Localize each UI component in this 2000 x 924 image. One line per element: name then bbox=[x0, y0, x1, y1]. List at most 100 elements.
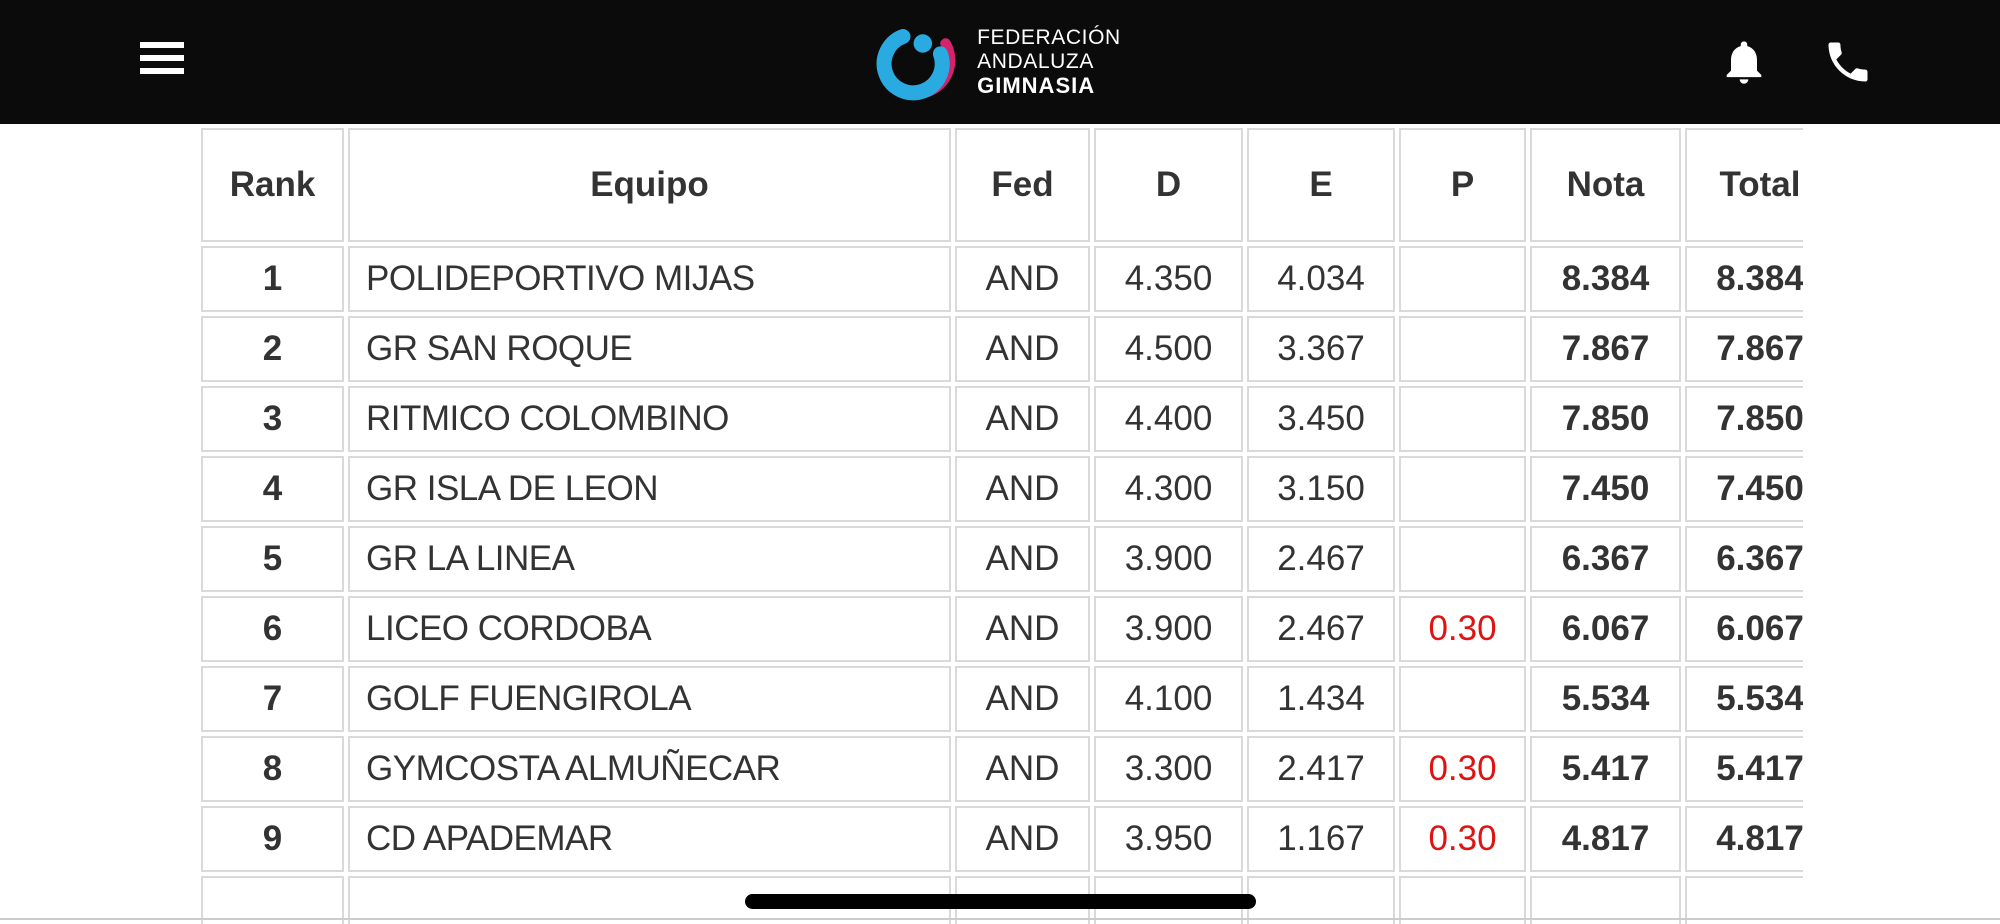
cell-e-score bbox=[1247, 876, 1395, 924]
cell-penalty bbox=[1399, 386, 1526, 452]
cell-fed: AND bbox=[955, 386, 1090, 452]
logo-line-federacion: FEDERACIÓN bbox=[977, 26, 1121, 49]
cell-nota: 7.850 bbox=[1530, 386, 1681, 452]
column-header-nota: Nota bbox=[1530, 128, 1681, 242]
cell-rank: 9 bbox=[201, 806, 344, 872]
cell-rank: 4 bbox=[201, 456, 344, 522]
cell-rank: 5 bbox=[201, 526, 344, 592]
bottom-divider bbox=[0, 918, 2000, 920]
cell-d-score: 3.900 bbox=[1094, 596, 1243, 662]
cell-total: 4.817 bbox=[1685, 806, 1803, 872]
cell-fed: AND bbox=[955, 596, 1090, 662]
cell-nota: 4.817 bbox=[1530, 806, 1681, 872]
cell-e-score: 3.367 bbox=[1247, 316, 1395, 382]
hamburger-menu-icon[interactable] bbox=[140, 42, 186, 82]
cell-fed: AND bbox=[955, 526, 1090, 592]
cell-rank: 2 bbox=[201, 316, 344, 382]
column-header-fed: Fed bbox=[955, 128, 1090, 242]
cell-equipo: GOLF FUENGIROLA bbox=[348, 666, 951, 732]
cell-d-score: 4.400 bbox=[1094, 386, 1243, 452]
column-header-equipo: Equipo bbox=[348, 128, 951, 242]
column-header-p: P bbox=[1399, 128, 1526, 242]
cell-rank bbox=[201, 876, 344, 924]
cell-equipo: POLIDEPORTIVO MIJAS bbox=[348, 246, 951, 312]
cell-total bbox=[1685, 876, 1803, 924]
table-row: 6 LICEO CORDOBA AND 3.900 2.467 0.30 6.0… bbox=[201, 596, 1803, 662]
cell-penalty bbox=[1399, 526, 1526, 592]
cell-nota: 5.534 bbox=[1530, 666, 1681, 732]
federation-logo: FEDERACIÓN ANDALUZA GIMNASIA bbox=[869, 0, 1121, 124]
home-indicator-handle[interactable] bbox=[745, 894, 1256, 909]
results-table-body: 1 POLIDEPORTIVO MIJAS AND 4.350 4.034 8.… bbox=[201, 246, 1803, 924]
table-row: 9 CD APADEMAR AND 3.950 1.167 0.30 4.817… bbox=[201, 806, 1803, 872]
notifications-button[interactable] bbox=[1718, 34, 1770, 90]
table-row: 4 GR ISLA DE LEON AND 4.300 3.150 7.450 … bbox=[201, 456, 1803, 522]
logo-line-andaluza: ANDALUZA bbox=[977, 50, 1094, 73]
cell-rank: 7 bbox=[201, 666, 344, 732]
cell-e-score: 4.034 bbox=[1247, 246, 1395, 312]
cell-total: 7.850 bbox=[1685, 386, 1803, 452]
cell-equipo: LICEO CORDOBA bbox=[348, 596, 951, 662]
federation-logo-text: FEDERACIÓN ANDALUZA GIMNASIA bbox=[977, 26, 1121, 98]
cell-penalty bbox=[1399, 666, 1526, 732]
cell-e-score: 1.434 bbox=[1247, 666, 1395, 732]
cell-e-score: 2.417 bbox=[1247, 736, 1395, 802]
cell-e-score: 1.167 bbox=[1247, 806, 1395, 872]
cell-equipo: GR SAN ROQUE bbox=[348, 316, 951, 382]
column-header-rank: Rank bbox=[201, 128, 344, 242]
hamburger-bar bbox=[140, 42, 184, 48]
cell-total: 6.367 bbox=[1685, 526, 1803, 592]
bell-icon bbox=[1726, 41, 1762, 84]
app-bar: FEDERACIÓN ANDALUZA GIMNASIA bbox=[0, 0, 2000, 124]
table-header-row: Rank Equipo Fed D E P Nota Total bbox=[201, 128, 1803, 242]
cell-penalty bbox=[1399, 876, 1526, 924]
cell-nota: 5.417 bbox=[1530, 736, 1681, 802]
phone-icon bbox=[1828, 42, 1868, 82]
cell-d-score: 4.500 bbox=[1094, 316, 1243, 382]
results-table-container: Rank Equipo Fed D E P Nota Total 1 POLID… bbox=[197, 124, 1803, 924]
cell-fed: AND bbox=[955, 806, 1090, 872]
cell-fed: AND bbox=[955, 456, 1090, 522]
cell-rank: 1 bbox=[201, 246, 344, 312]
phone-button[interactable] bbox=[1822, 34, 1874, 90]
cell-d-score: 4.300 bbox=[1094, 456, 1243, 522]
cell-penalty: 0.30 bbox=[1399, 596, 1526, 662]
gymnast-logo-icon bbox=[873, 18, 956, 101]
cell-fed: AND bbox=[955, 736, 1090, 802]
cell-penalty bbox=[1399, 316, 1526, 382]
cell-e-score: 3.150 bbox=[1247, 456, 1395, 522]
column-header-total: Total bbox=[1685, 128, 1803, 242]
column-header-e: E bbox=[1247, 128, 1395, 242]
cell-total: 8.384 bbox=[1685, 246, 1803, 312]
cell-total: 7.450 bbox=[1685, 456, 1803, 522]
cell-equipo: RITMICO COLOMBINO bbox=[348, 386, 951, 452]
table-row-partial bbox=[201, 876, 1803, 924]
cell-equipo: CD APADEMAR bbox=[348, 806, 951, 872]
cell-d-score: 4.350 bbox=[1094, 246, 1243, 312]
cell-total: 5.534 bbox=[1685, 666, 1803, 732]
cell-penalty bbox=[1399, 246, 1526, 312]
table-row: 7 GOLF FUENGIROLA AND 4.100 1.434 5.534 … bbox=[201, 666, 1803, 732]
cell-penalty: 0.30 bbox=[1399, 806, 1526, 872]
cell-total: 7.867 bbox=[1685, 316, 1803, 382]
table-row: 3 RITMICO COLOMBINO AND 4.400 3.450 7.85… bbox=[201, 386, 1803, 452]
cell-d-score: 4.100 bbox=[1094, 666, 1243, 732]
hamburger-bar bbox=[140, 55, 184, 61]
cell-fed: AND bbox=[955, 316, 1090, 382]
cell-equipo: GR ISLA DE LEON bbox=[348, 456, 951, 522]
cell-total: 6.067 bbox=[1685, 596, 1803, 662]
column-header-d: D bbox=[1094, 128, 1243, 242]
logo-line-gimnasia: GIMNASIA bbox=[977, 73, 1096, 98]
cell-e-score: 2.467 bbox=[1247, 596, 1395, 662]
cell-nota: 7.867 bbox=[1530, 316, 1681, 382]
cell-rank: 3 bbox=[201, 386, 344, 452]
cell-rank: 8 bbox=[201, 736, 344, 802]
cell-fed: AND bbox=[955, 246, 1090, 312]
cell-nota: 8.384 bbox=[1530, 246, 1681, 312]
cell-nota: 6.067 bbox=[1530, 596, 1681, 662]
cell-equipo: GYMCOSTA ALMUÑECAR bbox=[348, 736, 951, 802]
cell-penalty bbox=[1399, 456, 1526, 522]
cell-d-score: 3.300 bbox=[1094, 736, 1243, 802]
cell-nota bbox=[1530, 876, 1681, 924]
table-row: 1 POLIDEPORTIVO MIJAS AND 4.350 4.034 8.… bbox=[201, 246, 1803, 312]
